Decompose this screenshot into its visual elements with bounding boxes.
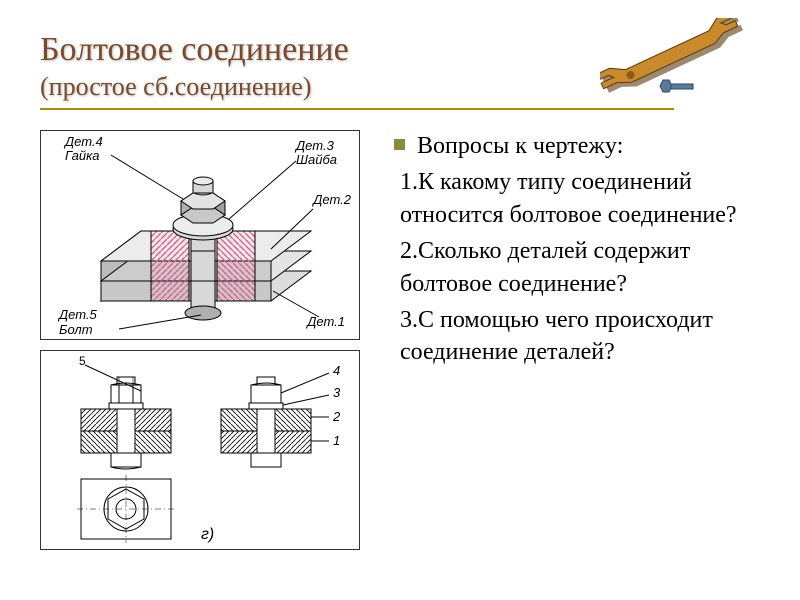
slide-container: Болтовое соединение (простое сб.соединен… <box>0 0 800 600</box>
label-det3: Дет.3 Шайба <box>296 139 337 168</box>
question-3: 3.С помощью чего происходит соединение д… <box>400 304 760 369</box>
svg-text:4: 4 <box>333 363 340 378</box>
label-det5: Дет.5 Болт <box>59 308 97 337</box>
label-det2: Дет.2 <box>313 193 351 207</box>
svg-text:1: 1 <box>333 433 340 448</box>
orthographic-diagram: 5 <box>40 350 360 550</box>
diagrams-column: Дет.4 Гайка Дет.3 Шайба Дет.2 Дет.5 Болт… <box>40 130 370 560</box>
bullet-icon <box>394 139 405 150</box>
isometric-diagram: Дет.4 Гайка Дет.3 Шайба Дет.2 Дет.5 Болт… <box>40 130 360 340</box>
question-2: 2.Сколько деталей содержит болтовое соед… <box>400 235 760 300</box>
label-det4: Дет.4 Гайка <box>65 135 103 164</box>
svg-text:3: 3 <box>333 385 341 400</box>
label-det1: Дет.1 <box>307 315 345 329</box>
ortho-caption: г) <box>201 526 214 543</box>
balloon-5: 5 <box>79 354 86 368</box>
question-1: 1.К какому типу соединений относится бол… <box>400 166 760 231</box>
questions-column: Вопросы к чертежу: 1.К какому типу соеди… <box>394 130 760 560</box>
title-sub: (простое сб.соединение) <box>40 71 674 102</box>
svg-text:2: 2 <box>332 409 341 424</box>
wrench-icon <box>600 18 760 113</box>
questions-heading: Вопросы к чертежу: <box>417 130 623 162</box>
questions-heading-line: Вопросы к чертежу: <box>394 130 760 162</box>
title-main: Болтовое соединение <box>40 30 674 71</box>
content-row: Дет.4 Гайка Дет.3 Шайба Дет.2 Дет.5 Болт… <box>40 130 760 560</box>
title-block: Болтовое соединение (простое сб.соединен… <box>40 30 674 110</box>
